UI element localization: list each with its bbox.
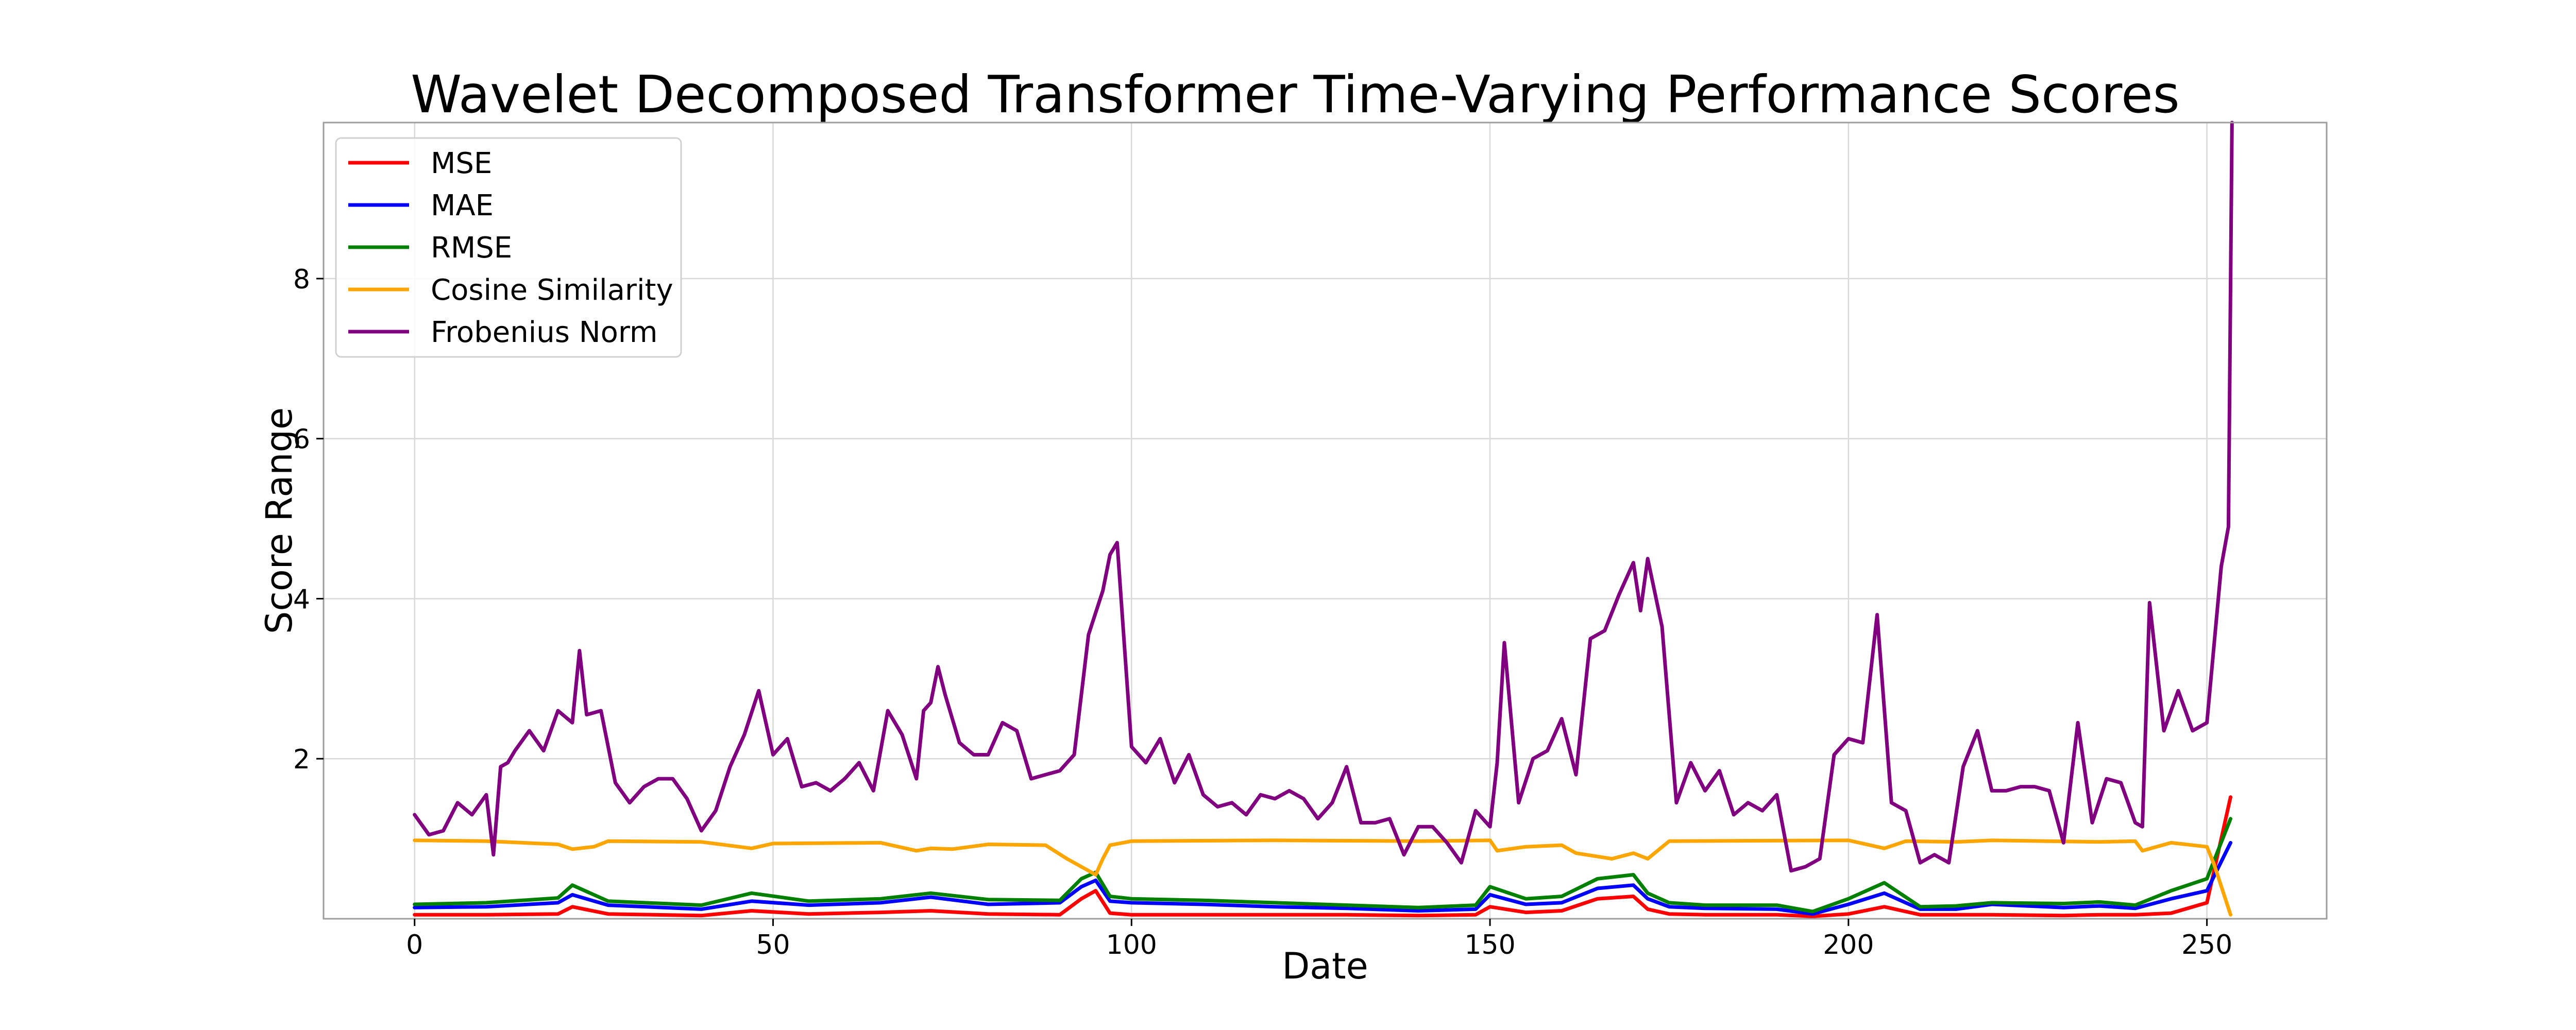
- legend-item-mse: MSE: [348, 147, 492, 180]
- plot-frame: [323, 122, 2328, 920]
- x-tick-label: 100: [1106, 930, 1157, 960]
- y-axis-label: Score Range: [258, 407, 300, 634]
- legend-item-rmse: RMSE: [348, 231, 512, 265]
- series-line-cosine-similarity: [413, 838, 2232, 917]
- legend-label: MAE: [431, 189, 494, 222]
- y-tick-label: 8: [293, 264, 310, 295]
- series-lines: [413, 121, 2234, 918]
- y-tick-label: 4: [293, 584, 310, 615]
- x-axis-label: Date: [1282, 945, 1368, 987]
- y-tick-label: 2: [293, 744, 310, 775]
- axis-ticks: 0 50 100 150 200 250 2 4 6 8: [293, 264, 2232, 960]
- y-tick-label: 6: [293, 424, 310, 455]
- legend-box: [335, 137, 682, 358]
- legend-label: MSE: [431, 147, 492, 180]
- legend-items: MSE MAE RMSE Cosine Similarity Frobenius Nor…: [348, 147, 673, 349]
- chart-title: Wavelet Decomposed Transformer Time-Vary…: [411, 64, 2180, 125]
- x-tick-label: 0: [406, 930, 423, 960]
- x-tick-label: 150: [1464, 930, 1515, 960]
- legend-item-cosine-similarity: Cosine Similarity: [348, 273, 673, 307]
- legend-item-frobenius-norm: Frobenius Norm: [348, 316, 657, 349]
- legend-label: Cosine Similarity: [431, 273, 673, 307]
- series-line-mse: [413, 795, 2232, 918]
- series-line-rmse: [413, 817, 2232, 914]
- grid-lines: [324, 123, 2327, 919]
- legend: MSE MAE RMSE Cosine Similarity Frobenius Nor…: [335, 137, 682, 358]
- legend-item-mae: MAE: [348, 189, 494, 222]
- series-line-frobenius-norm: [413, 121, 2234, 873]
- legend-label: RMSE: [431, 231, 512, 265]
- x-tick-label: 250: [2181, 930, 2232, 960]
- x-tick-label: 200: [1823, 930, 1874, 960]
- series-line-mae: [413, 840, 2232, 916]
- x-tick-label: 50: [756, 930, 790, 960]
- legend-label: Frobenius Norm: [431, 316, 657, 349]
